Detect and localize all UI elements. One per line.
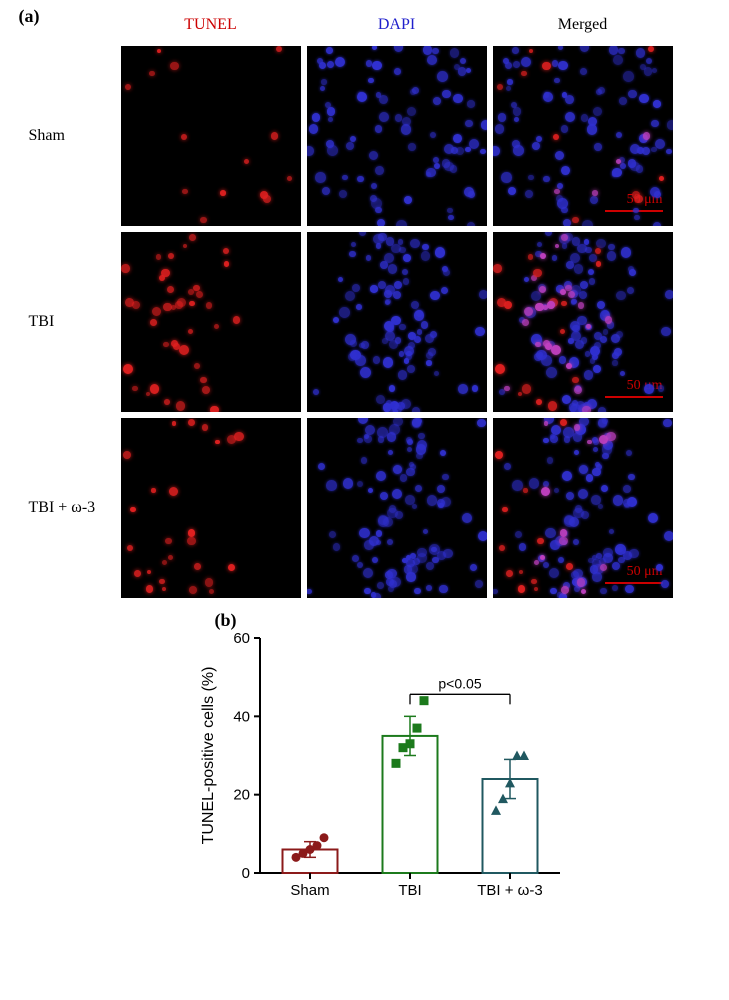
svg-text:60: 60 [233, 630, 250, 647]
svg-text:TBI + ω-3: TBI + ω-3 [477, 882, 542, 899]
micrograph-tbiw3-merged: 50 μm [493, 418, 673, 598]
col-header-dapi: DAPI [378, 16, 415, 34]
col-header-tunel: TUNEL [184, 16, 236, 34]
col-header-merged: Merged [558, 16, 607, 34]
micrograph-sham-tunel [121, 46, 301, 226]
micrograph-sham-merged: 50 μm [493, 46, 673, 226]
row-label-tbiw3: TBI + ω-3 [25, 499, 96, 517]
svg-text:TBI: TBI [398, 882, 421, 899]
row-label-sham: Sham [25, 127, 65, 145]
micrograph-tbiw3-tunel [121, 418, 301, 598]
svg-text:Sham: Sham [290, 882, 329, 899]
bar-chart: 0 20 40 60 TUNEL-positive cells (%) Sham TBI TB… [195, 618, 575, 918]
panel-a-letter: (a) [19, 6, 40, 27]
micrograph-tbi-tunel [121, 232, 301, 412]
svg-text:TUNEL-positive cells (%): TUNEL-positive cells (%) [200, 667, 217, 845]
scalebar [605, 582, 663, 584]
micrograph-sham-dapi [307, 46, 487, 226]
micrograph-tbi-dapi [307, 232, 487, 412]
svg-text:0: 0 [241, 865, 249, 882]
row-label-tbi: TBI [25, 313, 55, 331]
svg-text:p<0.05: p<0.05 [438, 675, 481, 691]
svg-text:20: 20 [233, 787, 250, 804]
svg-text:40: 40 [233, 708, 250, 725]
micrograph-grid: TUNEL DAPI Merged Sham 50 μm TBI 50 μm T… [25, 10, 705, 598]
micrograph-tbi-merged: 50 μm [493, 232, 673, 412]
micrograph-tbiw3-dapi [307, 418, 487, 598]
panel-a: (a) TUNEL DAPI Merged Sham 50 μm TBI 50 … [25, 10, 705, 598]
scalebar [605, 396, 663, 398]
panel-b: (b) 0204060TUNEL-positive cells (%)ShamT… [155, 618, 575, 918]
